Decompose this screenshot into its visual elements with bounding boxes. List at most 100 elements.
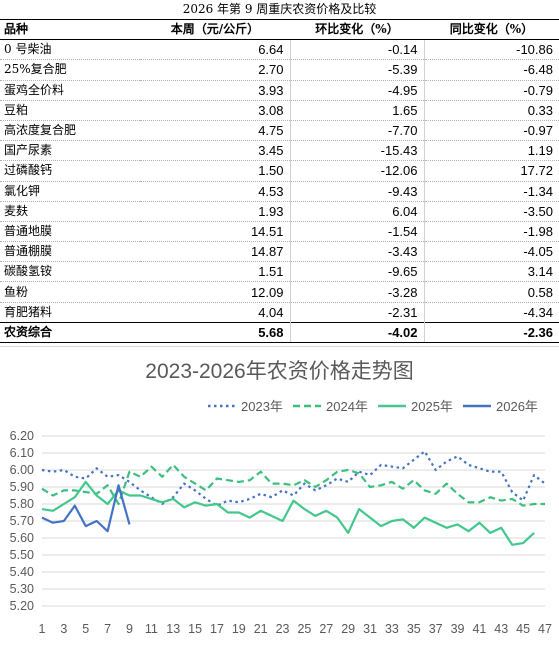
wow-cell: -3.28 bbox=[290, 281, 425, 303]
x-tick-label: 1 bbox=[39, 622, 46, 636]
variety-cell: 0 号柴油 bbox=[0, 39, 140, 61]
y-tick-label: 5.70 bbox=[10, 514, 34, 528]
price-cell: 4.53 bbox=[140, 181, 291, 202]
table-title: 2026 年第 9 周重庆农资价格及比较 bbox=[182, 2, 377, 16]
x-tick-label: 5 bbox=[82, 622, 89, 636]
price-cell: 3.08 bbox=[140, 100, 291, 121]
yoy-cell: -10.86 bbox=[424, 39, 559, 61]
table-row: 蛋鸡全价料 3.93 -4.95 -0.79 bbox=[0, 80, 559, 101]
table-row: 普通地膜 14.51 -1.54 -1.98 bbox=[0, 221, 559, 243]
table-row: 25%复合肥 2.70 -5.39 -6.48 bbox=[0, 59, 559, 81]
chart-title: 2023-2026年农资价格走势图 bbox=[145, 360, 413, 383]
x-tick-label: 35 bbox=[407, 622, 421, 636]
table-row: 碳酸氢铵 1.51 -9.65 3.14 bbox=[0, 261, 559, 283]
price-trend-chart: 2023-2026年农资价格走势图 2023年 2024年 2025年 2026年 5… bbox=[0, 346, 559, 655]
chart-svg: 2023-2026年农资价格走势图 2023年 2024年 2025年 2026年 5… bbox=[10, 360, 552, 636]
price-cell: 4.75 bbox=[140, 120, 291, 142]
table-row: 鱼粉 12.09 -3.28 0.58 bbox=[0, 281, 559, 303]
yoy-cell: -1.34 bbox=[424, 181, 559, 202]
variety-cell: 氯化钾 bbox=[0, 181, 140, 202]
header-wow: 环比变化（%） bbox=[290, 18, 424, 41]
x-tick-label: 11 bbox=[145, 622, 158, 636]
variety-cell: 蛋鸡全价料 bbox=[0, 80, 140, 101]
price-cell: 1.50 bbox=[140, 160, 291, 182]
yoy-cell: -4.34 bbox=[424, 302, 559, 323]
yoy-cell: 0.33 bbox=[424, 100, 559, 121]
wow-cell: -2.31 bbox=[290, 302, 425, 323]
y-tick-label: 5.80 bbox=[10, 497, 34, 511]
table-total-row: 农资综合 5.68 -4.02 -2.36 bbox=[0, 321, 559, 344]
wow-cell: -9.65 bbox=[290, 261, 425, 283]
y-tick-label: 5.40 bbox=[10, 565, 34, 579]
x-tick-label: 29 bbox=[341, 622, 355, 636]
yoy-cell: 17.72 bbox=[424, 160, 559, 182]
price-cell: 3.45 bbox=[140, 140, 291, 162]
variety-cell: 育肥猪料 bbox=[0, 302, 140, 323]
wow-cell: -9.43 bbox=[290, 181, 425, 202]
y-tick-label: 6.00 bbox=[10, 463, 34, 477]
legend-label: 2024年 bbox=[326, 399, 368, 414]
header-yoy: 同比变化（%） bbox=[424, 18, 559, 41]
wow-cell: -5.39 bbox=[290, 59, 425, 81]
price-cell: 14.87 bbox=[140, 241, 291, 263]
series-line-2025年 bbox=[41, 480, 535, 546]
x-tick-label: 9 bbox=[126, 622, 133, 636]
x-tick-label: 45 bbox=[516, 622, 530, 636]
x-tick-label: 25 bbox=[297, 622, 311, 636]
wow-cell: 6.04 bbox=[290, 201, 425, 222]
variety-cell: 过磷酸钙 bbox=[0, 160, 140, 182]
series-line-2024年 bbox=[41, 463, 545, 507]
price-cell: 2.70 bbox=[140, 59, 291, 81]
x-tick-label: 47 bbox=[538, 622, 552, 636]
chart-lines bbox=[41, 450, 546, 546]
price-cell: 6.64 bbox=[140, 39, 291, 61]
x-tick-label: 15 bbox=[188, 622, 202, 636]
y-tick-label: 5.20 bbox=[10, 599, 34, 613]
legend-label: 2023年 bbox=[241, 399, 283, 414]
wow-cell: -7.70 bbox=[290, 120, 425, 142]
x-tick-label: 21 bbox=[254, 622, 268, 636]
wow-cell: -15.43 bbox=[290, 140, 425, 162]
wow-cell: -4.02 bbox=[290, 321, 425, 344]
x-tick-label: 17 bbox=[210, 622, 224, 636]
table-row: 麦麸 1.93 6.04 -3.50 bbox=[0, 201, 559, 222]
table-row: 氯化钾 4.53 -9.43 -1.34 bbox=[0, 181, 559, 202]
variety-cell: 25%复合肥 bbox=[0, 59, 140, 81]
price-cell: 1.93 bbox=[140, 201, 291, 222]
x-tick-label: 43 bbox=[494, 622, 508, 636]
yoy-cell: -2.36 bbox=[424, 321, 559, 344]
table-row: 育肥猪料 4.04 -2.31 -4.34 bbox=[0, 302, 559, 323]
table-row: 普通棚膜 14.87 -3.43 -4.05 bbox=[0, 241, 559, 263]
y-tick-label: 5.90 bbox=[10, 480, 34, 494]
y-tick-label: 6.10 bbox=[10, 446, 34, 460]
variety-cell: 国产尿素 bbox=[0, 140, 140, 162]
x-tick-label: 41 bbox=[472, 622, 486, 636]
x-tick-label: 13 bbox=[166, 622, 180, 636]
yoy-cell: 3.14 bbox=[424, 261, 559, 283]
wow-cell: 1.65 bbox=[290, 100, 425, 121]
y-axis: 5.20 5.30 5.40 5.50 5.60 5.70 5.80 5.90 6.00 6.10… bbox=[10, 429, 34, 613]
wow-cell: -12.06 bbox=[290, 160, 425, 182]
y-tick-label: 6.20 bbox=[10, 429, 34, 443]
yoy-cell: -3.50 bbox=[424, 201, 559, 222]
variety-cell: 麦麸 bbox=[0, 201, 140, 222]
wow-cell: -0.14 bbox=[290, 39, 425, 61]
header-this-week: 本周（元/公斤） bbox=[140, 18, 290, 41]
series-line-2026年 bbox=[41, 484, 131, 533]
wow-cell: -4.95 bbox=[290, 80, 425, 101]
price-cell: 5.68 bbox=[140, 321, 291, 344]
yoy-cell: 0.58 bbox=[424, 281, 559, 303]
x-tick-label: 31 bbox=[363, 622, 377, 636]
x-tick-label: 39 bbox=[451, 622, 465, 636]
x-tick-label: 7 bbox=[104, 622, 111, 636]
variety-cell: 高浓度复合肥 bbox=[0, 120, 140, 142]
legend-label: 2026年 bbox=[496, 399, 538, 414]
variety-cell: 普通地膜 bbox=[0, 221, 140, 243]
x-tick-label: 33 bbox=[385, 622, 399, 636]
table-row: 过磷酸钙 1.50 -12.06 17.72 bbox=[0, 160, 559, 182]
legend-label: 2025年 bbox=[411, 399, 453, 414]
price-cell: 14.51 bbox=[140, 221, 291, 243]
chart-legend: 2023年 2024年 2025年 2026年 bbox=[208, 399, 538, 414]
price-cell: 3.93 bbox=[140, 80, 291, 101]
yoy-cell: -0.97 bbox=[424, 120, 559, 142]
